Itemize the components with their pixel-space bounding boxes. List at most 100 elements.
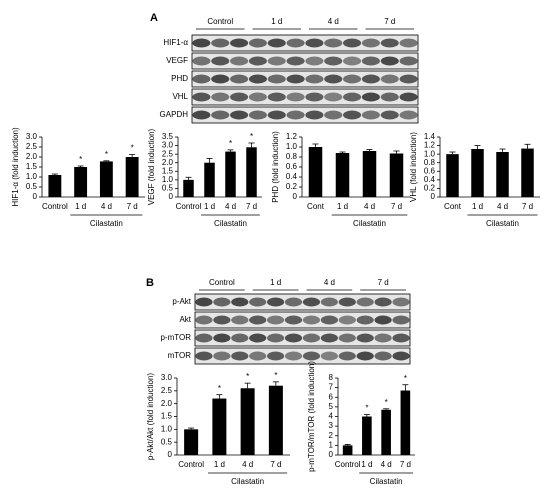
blot-band (320, 297, 338, 307)
blot-band (374, 297, 392, 307)
y-tick-label: 1.5 (161, 412, 173, 421)
y-tick-label: 0 (329, 450, 334, 459)
y-tick-label: 2 (329, 431, 334, 440)
y-axis-label: VHL (fold induction) (409, 132, 418, 202)
bar (268, 385, 283, 455)
blot-box (194, 329, 411, 347)
y-tick-label: 8 (329, 373, 334, 382)
y-tick-label: 2.0 (26, 152, 38, 161)
blot-band (380, 110, 399, 120)
blot-band (305, 92, 324, 102)
y-tick-label: 7 (329, 383, 334, 392)
blot-band (213, 333, 231, 343)
blot-band (302, 351, 321, 361)
y-tick-label: 3.5 (162, 132, 174, 141)
blot-box (191, 52, 419, 70)
blot-band (302, 297, 321, 307)
blot-label: Akt (179, 315, 191, 324)
x-tick-label: 1 d (472, 202, 483, 211)
blot-band (249, 333, 267, 343)
blot-band (392, 333, 410, 343)
y-tick-label: 1 (329, 440, 334, 449)
bar (496, 152, 509, 197)
bar (74, 167, 88, 197)
y-tick-label: 5 (329, 402, 334, 411)
y-axis-label: VEGF (fold induction) (147, 128, 156, 205)
bar (362, 151, 377, 197)
y-tick-label: 1.0 (26, 172, 38, 181)
blot-band (392, 297, 410, 307)
y-tick-label: 0 (431, 192, 436, 201)
significance-mark: * (218, 384, 221, 393)
blot-band (249, 351, 267, 361)
blot-band (231, 297, 249, 307)
blot-band (324, 38, 343, 48)
blot-band (284, 333, 303, 343)
blot-band (267, 56, 286, 66)
y-tick-label: 3.0 (26, 132, 38, 141)
blot-box (191, 88, 419, 106)
y-axis-label: HIF1-α (fold induction) (11, 127, 20, 207)
blot-band (343, 56, 362, 66)
blot-band (320, 351, 338, 361)
bar (400, 390, 411, 455)
blot-band (286, 38, 305, 48)
blot-band (230, 56, 249, 66)
y-tick-label: 1.2 (424, 141, 436, 150)
blot-band (211, 110, 230, 120)
blot-band (343, 92, 362, 102)
blot-box (194, 311, 411, 329)
blot-band (338, 333, 356, 343)
blot-band (230, 38, 249, 48)
y-tick-label: 3 (329, 421, 334, 430)
y-tick-label: 0.8 (424, 158, 436, 167)
blot-label: p-Akt (172, 297, 191, 306)
y-tick-label: 1.0 (161, 424, 173, 433)
group-label: 7 d (378, 278, 389, 287)
significance-mark: * (79, 155, 82, 164)
bar (240, 388, 255, 455)
blot-band (356, 297, 374, 307)
blot-band (284, 297, 303, 307)
blot-band (324, 56, 343, 66)
blot-band (230, 74, 249, 84)
y-tick-label: 3.0 (161, 373, 173, 382)
y-tick-label: 3.0 (162, 141, 174, 150)
y-tick-label: 2.5 (161, 386, 173, 395)
y-tick-label: 0.4 (286, 172, 298, 181)
blot-band (399, 74, 418, 84)
blot-band (399, 92, 418, 102)
y-tick-label: 1.0 (162, 175, 174, 184)
y-tick-label: 0.5 (26, 182, 38, 191)
blot-band (231, 351, 249, 361)
y-axis-label: PHD (fold induction) (271, 131, 280, 203)
blot-band (374, 315, 392, 325)
significance-mark: * (250, 132, 253, 141)
bar (381, 409, 391, 455)
blot-band (213, 297, 231, 307)
panel-label: A (150, 12, 158, 24)
blot-band (267, 38, 286, 48)
bar (184, 429, 199, 455)
x-tick-label: 4 d (242, 460, 253, 469)
group-label: Cilastatin (486, 219, 519, 228)
blot-band (211, 56, 230, 66)
x-tick-label: Control (176, 202, 202, 211)
blot-band (248, 56, 267, 66)
blot-label: VEGF (166, 56, 188, 65)
bar (246, 147, 257, 197)
blot-band (192, 74, 211, 84)
blot-band (356, 315, 374, 325)
blot-box (191, 70, 419, 88)
x-tick-label: 1 d (361, 460, 372, 469)
significance-mark: * (404, 374, 407, 383)
blot-band (380, 74, 399, 84)
y-tick-label: 1.4 (424, 132, 436, 141)
group-label: 4 d (328, 17, 339, 26)
y-tick-label: 1.0 (424, 149, 436, 158)
blot-band (192, 92, 211, 102)
blot-band (324, 74, 343, 84)
blot-band (361, 74, 380, 84)
blot-band (392, 315, 410, 325)
bar (99, 161, 113, 197)
